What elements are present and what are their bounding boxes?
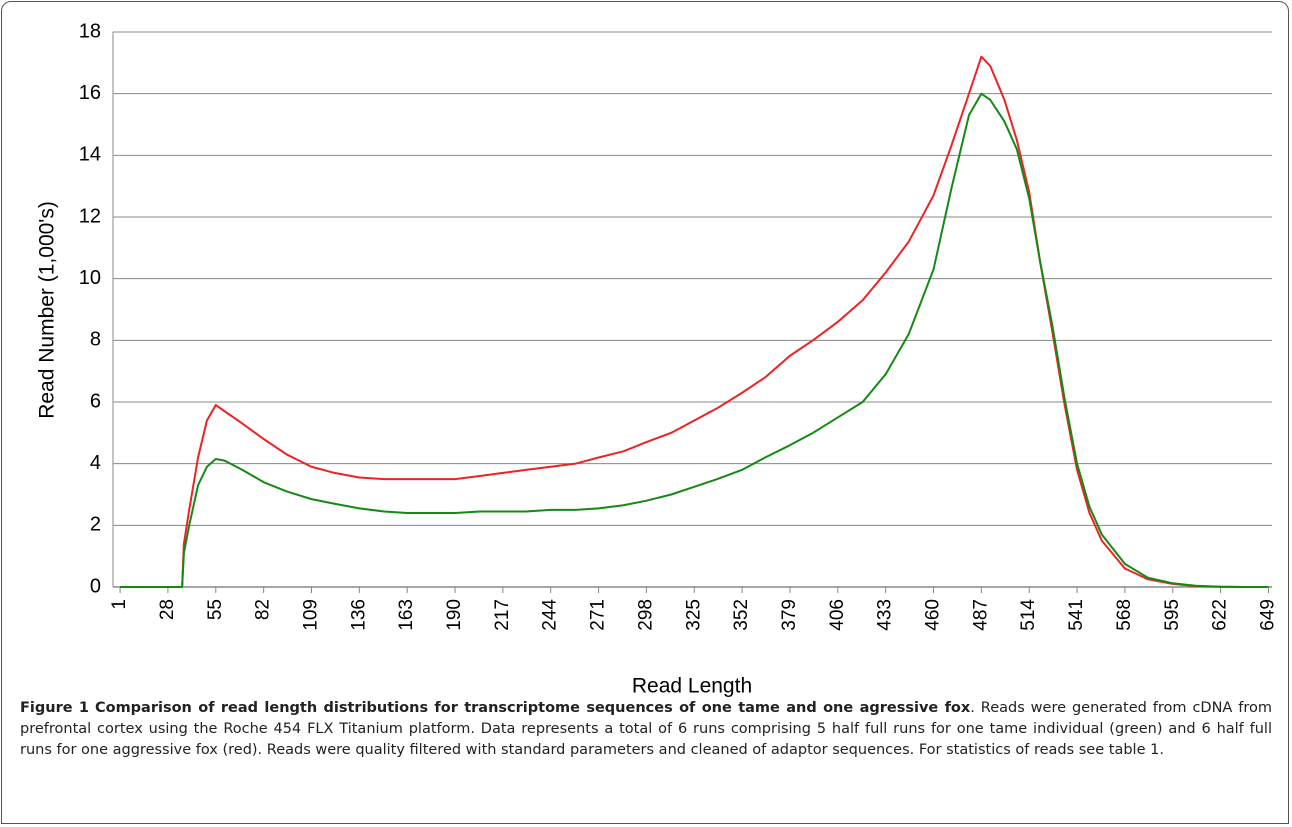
x-tick-label: 28: [157, 599, 178, 620]
x-tick-label: 460: [923, 599, 944, 631]
y-tick-label: 8: [90, 329, 101, 351]
y-tick-label: 12: [79, 205, 101, 227]
x-tick-label: 217: [492, 599, 513, 631]
caption-label: Figure 1: [20, 700, 90, 716]
x-axis-label: Read Length: [632, 675, 752, 698]
x-tick-label: 190: [444, 599, 465, 631]
y-tick-label: 10: [79, 267, 101, 289]
data-line: [120, 55, 1269, 588]
x-tick-label: 1: [109, 599, 130, 610]
y-axis-label: Read Number (1,000's): [36, 201, 59, 419]
y-tick-label: 2: [90, 514, 101, 536]
y-tick-label: 18: [79, 20, 101, 42]
x-tick-label: 514: [1018, 599, 1039, 631]
x-tick-label: 433: [875, 599, 896, 631]
x-tick-label: 541: [1066, 599, 1087, 631]
x-tick-label: 136: [348, 599, 369, 631]
chart: Read Number (1,000's) Read Length 0 2 4 6 8 1…: [36, 20, 1279, 698]
x-tick-label: 595: [1162, 599, 1183, 631]
x-tick-label: 352: [731, 599, 752, 631]
caption-title: Comparison of read length distributions …: [94, 700, 971, 716]
x-tick-label: 649: [1257, 599, 1278, 631]
x-tick-label: 487: [970, 599, 991, 631]
x-tick-label: 109: [300, 599, 321, 631]
x-tick-label: 406: [827, 599, 848, 631]
y-tick-label: 14: [79, 144, 101, 166]
x-tick-label: 163: [396, 599, 417, 631]
x-tick-label: 271: [588, 599, 609, 631]
x-tick-label: 622: [1210, 599, 1231, 631]
y-tick-label: 4: [90, 452, 101, 474]
x-tick-label: 325: [683, 599, 704, 631]
data-line: [120, 92, 1269, 588]
x-tick-label: 82: [253, 599, 274, 620]
y-tick-label: 16: [79, 82, 101, 104]
y-tick-label: 6: [90, 390, 101, 412]
x-tick-label: 568: [1114, 599, 1135, 631]
y-tick-label: 0: [90, 575, 101, 597]
x-tick-label: 244: [540, 599, 561, 631]
x-tick-label: 55: [205, 599, 226, 620]
caption-text: . Reads were generated from cDNA from pr…: [20, 700, 1273, 758]
x-tick-label: 298: [635, 599, 656, 631]
caption: Figure 1 Comparison of read length distr…: [20, 698, 1272, 761]
x-tick-label: 379: [779, 599, 800, 631]
